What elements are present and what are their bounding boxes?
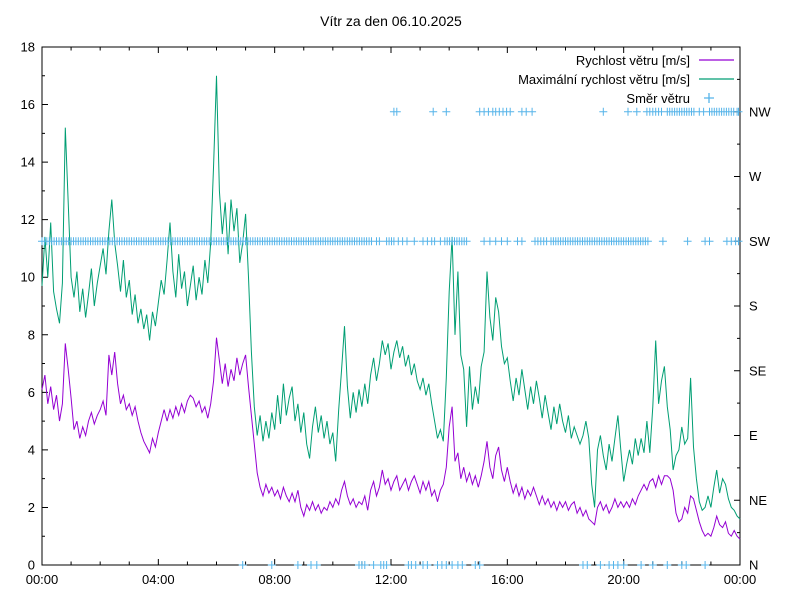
- x-axis-tick-label: 20:00: [607, 572, 640, 587]
- wind-speed-line: [41, 337, 741, 540]
- y-axis-tick-label: 6: [28, 385, 35, 400]
- wind-direction-axis-label: S: [749, 299, 758, 314]
- x-axis-tick-label: 00:00: [724, 572, 757, 587]
- axis-ticks: [41, 46, 741, 566]
- wind-direction-axis-label: W: [749, 169, 762, 184]
- y-axis-tick-label: 8: [28, 327, 35, 342]
- x-axis-tick-label: 12:00: [375, 572, 408, 587]
- chart-title: Vítr za den 06.10.2025: [320, 13, 462, 29]
- y-axis-tick-label: 12: [21, 212, 35, 227]
- wind-direction-axis-label: NW: [749, 104, 771, 119]
- wind-direction-axis-label: SE: [749, 363, 767, 378]
- x-axis-tick-label: 16:00: [491, 572, 524, 587]
- legend-sample-wind-direction-plus-icon: [704, 93, 714, 103]
- y-axis-tick-label: 16: [21, 97, 35, 112]
- y-axis-tick-label: 18: [21, 40, 35, 55]
- x-axis-tick-label: 00:00: [26, 572, 59, 587]
- wind-direction-axis-label: N: [749, 558, 758, 573]
- wind-direction-markers-NW: [389, 107, 743, 116]
- plot-area: 00:00 04:00 08:00 12:00 16:00 20:00 00:0002468…: [21, 40, 772, 588]
- wind-direction-axis-label: SW: [749, 234, 771, 249]
- legend-label-max-wind-speed: Maximální rychlost větru [m/s]: [518, 72, 690, 87]
- plot-frame: [41, 46, 741, 566]
- wind-direction-axis-label: NE: [749, 493, 767, 508]
- y-axis-tick-label: 2: [28, 500, 35, 515]
- wind-direction-axis-label: E: [749, 428, 758, 443]
- y-axis-tick-label: 0: [28, 558, 35, 573]
- y-axis-tick-label: 14: [21, 155, 35, 170]
- legend: Rychlost větru [m/s] Maximální rychlost …: [518, 53, 734, 106]
- x-axis-tick-label: 04:00: [142, 572, 175, 587]
- max-wind-speed-line: [41, 75, 741, 520]
- x-axis-tick-label: 08:00: [258, 572, 291, 587]
- y-axis-tick-label: 10: [21, 270, 35, 285]
- legend-label-wind-direction: Směr větru: [626, 91, 690, 106]
- y-axis-tick-label: 4: [28, 442, 35, 457]
- wind-direction-markers-SW: [38, 237, 743, 246]
- legend-label-wind-speed: Rychlost větru [m/s]: [576, 53, 690, 68]
- wind-direction-markers-N: [238, 561, 710, 569]
